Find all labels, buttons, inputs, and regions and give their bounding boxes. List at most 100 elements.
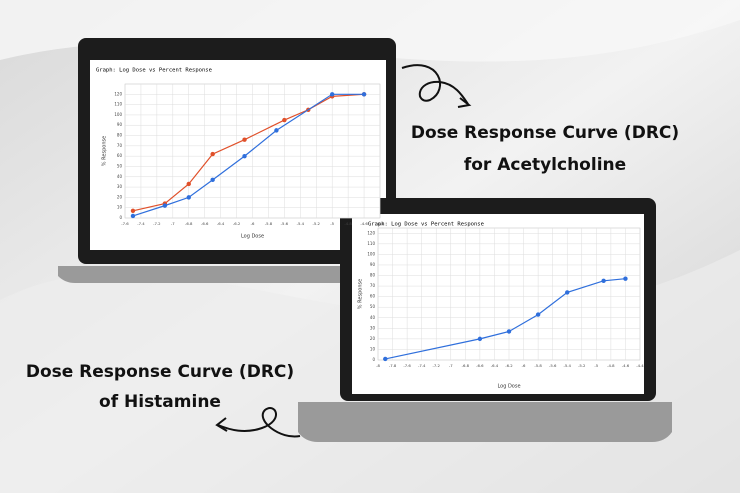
x-tick-label: -7: [171, 221, 175, 226]
y-tick-label: 90: [370, 262, 376, 267]
x-tick-label: -5.8: [534, 363, 542, 368]
arrow: [401, 64, 469, 105]
y-tick-label: 100: [114, 112, 122, 117]
x-tick-label: -7.4: [137, 221, 145, 226]
y-tick-label: 0: [372, 357, 375, 362]
data-point: [186, 181, 191, 187]
y-tick-label: 50: [117, 163, 123, 168]
x-tick-label: -6.6: [201, 221, 209, 226]
x-tick-label: -7.4: [418, 363, 426, 368]
data-point: [130, 213, 136, 219]
caption: Dose Response Curve (DRC): [411, 123, 679, 143]
y-tick-label: 60: [370, 294, 376, 299]
x-tick-label: -5.6: [281, 221, 289, 226]
y-tick-label: 70: [117, 143, 123, 148]
data-point: [623, 276, 628, 281]
y-tick-label: 90: [117, 122, 123, 127]
laptop-base: [58, 266, 412, 283]
y-tick-label: 110: [367, 241, 375, 246]
data-point: [535, 312, 541, 317]
y-tick-label: 110: [114, 102, 122, 107]
x-tick-label: -6.4: [217, 221, 225, 226]
x-tick-label: -5.2: [578, 363, 586, 368]
y-tick-label: 10: [370, 346, 376, 351]
x-tick-label: -7.2: [153, 221, 161, 226]
y-tick-label: 70: [370, 283, 376, 288]
wave: [0, 0, 740, 62]
y-tick-label: 120: [367, 230, 375, 235]
x-tick-label: -7.2: [433, 363, 441, 368]
data-point: [477, 336, 483, 342]
y-tick-label: 50: [370, 304, 376, 309]
x-tick-label: -5.2: [313, 221, 321, 226]
x-tick-label: -7.6: [403, 363, 411, 368]
chart-title: Graph: Log Dose vs Percent Response: [96, 68, 212, 74]
x-tick-label: -7.8: [389, 363, 397, 368]
y-tick-label: 0: [119, 215, 122, 220]
x-tick-label: -6: [522, 363, 526, 368]
y-tick-label: 40: [370, 315, 376, 320]
data-point: [210, 151, 215, 157]
y-tick-label: 60: [117, 153, 123, 158]
x-tick-label: -4.4: [636, 363, 644, 368]
x-tick-label: -5.8: [265, 221, 273, 226]
x-tick-label: -6: [251, 221, 255, 226]
x-tick-label: -4.8: [607, 363, 615, 368]
data-point: [130, 208, 136, 213]
x-tick-label: -4.6: [622, 363, 630, 368]
caption: Dose Response Curve (DRC): [26, 362, 294, 382]
laptop-base: [298, 402, 672, 442]
x-tick-label: -6.4: [491, 363, 499, 368]
data-point: [506, 329, 512, 334]
data-point: [282, 117, 287, 123]
data-point: [242, 137, 247, 142]
x-tick-label: -6.2: [505, 363, 513, 368]
series-line: [132, 93, 365, 217]
x-tick-label: -4.4: [376, 221, 384, 226]
x-tick-label: -7: [449, 363, 453, 368]
data-point: [601, 278, 606, 283]
y-tick-label: 10: [117, 205, 123, 210]
x-tick-label: -8: [376, 363, 380, 368]
y-tick-label: 80: [370, 273, 376, 278]
data-point: [210, 177, 215, 183]
x-tick-label: -5.4: [564, 363, 572, 368]
arrow: [217, 407, 301, 438]
x-tick-label: -5.6: [549, 363, 557, 368]
y-axis-label: % Response: [102, 136, 108, 166]
x-tick-label: -6.8: [462, 363, 470, 368]
chart-title: Graph: Log Dose vs Percent Response: [368, 222, 484, 228]
y-tick-label: 20: [117, 194, 123, 199]
y-tick-label: 40: [117, 174, 123, 179]
y-tick-label: 100: [367, 251, 375, 256]
caption: for Acetylcholine: [464, 155, 626, 175]
data-point: [565, 290, 570, 295]
x-tick-label: -6.6: [476, 363, 484, 368]
y-axis-label: % Response: [358, 279, 364, 309]
x-tick-label: -6.2: [233, 221, 241, 226]
y-tick-label: 30: [117, 184, 123, 189]
y-tick-label: 30: [370, 325, 376, 330]
x-axis-label: Log Dose: [497, 384, 520, 390]
x-tick-label: -4.8: [344, 221, 352, 226]
y-tick-label: 20: [370, 336, 376, 341]
data-point: [186, 195, 191, 200]
y-tick-label: 120: [114, 91, 122, 96]
x-tick-label: -5.4: [297, 221, 305, 226]
data-point: [329, 92, 335, 97]
x-axis-label: Log Dose: [241, 234, 264, 240]
arrow-head: [215, 417, 228, 432]
data-point: [162, 203, 168, 208]
x-tick-label: -6.8: [185, 221, 193, 226]
y-tick-label: 80: [117, 133, 123, 138]
x-tick-label: -4.6: [360, 221, 368, 226]
caption: of Histamine: [99, 392, 221, 412]
data-point: [242, 153, 247, 159]
x-tick-label: -7.6: [121, 221, 129, 226]
arrow-head: [457, 97, 472, 108]
data-point: [274, 128, 279, 133]
x-tick-label: -5: [594, 363, 598, 368]
data-point: [361, 92, 367, 97]
